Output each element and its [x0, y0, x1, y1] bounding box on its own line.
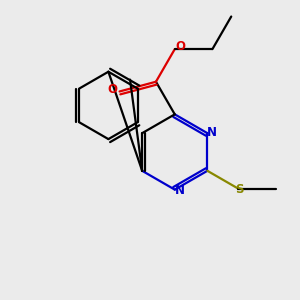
Text: O: O	[108, 83, 118, 96]
Text: N: N	[207, 126, 217, 139]
Text: S: S	[235, 183, 244, 196]
Text: O: O	[176, 40, 186, 53]
Text: N: N	[175, 184, 185, 197]
